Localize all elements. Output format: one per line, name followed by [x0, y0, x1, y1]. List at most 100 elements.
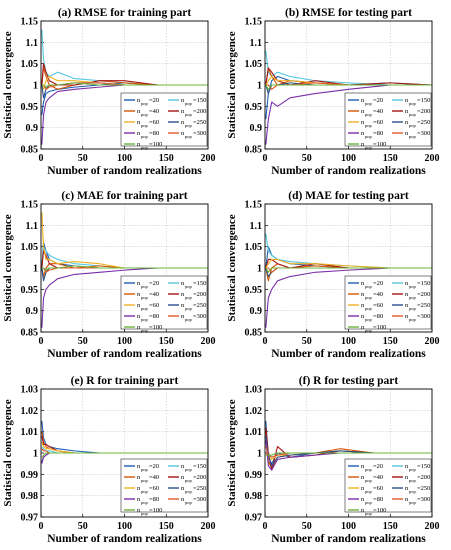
y-tick-label: 1.1: [250, 38, 263, 49]
axes-frame: [264, 203, 433, 333]
legend-symbol: n: [405, 130, 409, 137]
legend-subscript: pop: [141, 500, 149, 505]
legend-symbol: n: [137, 313, 141, 320]
y-tick-label: 0.97: [245, 513, 263, 524]
series-group: [265, 50, 432, 145]
legend-value: =60: [149, 302, 159, 309]
legend-value: =150: [193, 280, 206, 287]
x-tick-label: 200: [201, 336, 216, 347]
x-tick-label: 150: [383, 521, 398, 532]
legend-value: =150: [193, 97, 206, 104]
x-tick-label: 0: [39, 153, 44, 164]
legend-symbol: n: [361, 302, 365, 309]
legend-symbol: n: [405, 302, 409, 309]
legend-symbol: n: [181, 485, 185, 492]
legend-subscript: pop: [141, 295, 149, 300]
y-axis-label: Statistical convergence: [2, 214, 14, 321]
legend-subscript: pop: [409, 478, 417, 483]
legend-symbol: n: [361, 280, 365, 287]
chart-title: (d) MAE for testing part: [288, 190, 409, 202]
legend-symbol: n: [137, 302, 141, 309]
legend-value: =60: [373, 302, 383, 309]
series-line-n-pop-200: [41, 63, 208, 86]
x-axis-label: Number of random realizations: [47, 348, 202, 360]
x-tick-label: 150: [159, 336, 174, 347]
series-line-n-pop-250: [265, 435, 432, 467]
axes-frame: [40, 203, 209, 333]
legend-subscript: pop: [185, 123, 193, 128]
y-tick-label: 0.95: [245, 285, 263, 296]
x-tick-label: 150: [383, 153, 398, 164]
legend-symbol: n: [361, 324, 365, 331]
series-group: [41, 29, 208, 145]
y-tick-label: 0.9: [26, 123, 39, 134]
legend-subscript: pop: [185, 134, 193, 139]
legend-subscript: pop: [141, 284, 149, 289]
y-tick-label: 0.85: [21, 328, 39, 339]
axes-frame: [264, 20, 433, 150]
x-tick-label: 50: [302, 153, 312, 164]
legend-symbol: n: [361, 141, 365, 148]
x-axis-label: Number of random realizations: [271, 348, 426, 360]
y-tick-label: 1.03: [21, 385, 39, 396]
legend-symbol: n: [181, 291, 185, 298]
y-tick-label: 1: [33, 81, 38, 92]
legend-value: =250: [417, 485, 430, 492]
legend-value: =80: [149, 130, 159, 137]
x-tick-label: 0: [263, 336, 268, 347]
x-tick-label: 100: [117, 521, 132, 532]
y-tick-label: 1: [257, 81, 262, 92]
legend-value: =150: [193, 463, 206, 470]
legend-value: =250: [193, 485, 206, 492]
legend-symbol: n: [361, 119, 365, 126]
legend-value: =60: [373, 485, 383, 492]
y-tick-label: 0.95: [21, 102, 39, 113]
legend-subscript: pop: [185, 284, 193, 289]
legend-symbol: n: [405, 280, 409, 287]
x-axis-label: Number of random realizations: [271, 165, 426, 177]
legend-subscript: pop: [365, 284, 373, 289]
legend-subscript: pop: [409, 134, 417, 139]
legend-subscript: pop: [141, 317, 149, 322]
y-tick-label: 1: [257, 449, 262, 460]
legend-box: [344, 458, 432, 513]
legend-subscript: pop: [141, 112, 149, 117]
x-tick-label: 100: [341, 336, 356, 347]
x-tick-label: 200: [425, 521, 440, 532]
legend-symbol: n: [137, 324, 141, 331]
legend-value: =300: [193, 313, 206, 320]
legend-value: =300: [417, 313, 430, 320]
legend-symbol: n: [137, 130, 141, 137]
legend-subscript: pop: [409, 467, 417, 472]
legend-symbol: n: [137, 141, 141, 148]
legend-box: [120, 92, 208, 147]
legend-symbol: n: [361, 507, 365, 514]
legend-symbol: n: [137, 119, 141, 126]
x-tick-label: 100: [117, 153, 132, 164]
legend-subscript: pop: [141, 511, 149, 516]
x-tick-label: 200: [201, 153, 216, 164]
y-tick-label: 1: [257, 264, 262, 275]
series-line-n-pop-40: [41, 67, 208, 90]
legend-symbol: n: [181, 302, 185, 309]
y-tick-label: 0.98: [21, 491, 39, 502]
legend-symbol: n: [137, 485, 141, 492]
legend-symbol: n: [361, 97, 365, 104]
legend-symbol: n: [181, 463, 185, 470]
y-tick-label: 1.1: [250, 221, 263, 232]
legend-subscript: pop: [185, 500, 193, 505]
y-tick-label: 0.99: [21, 470, 39, 481]
legend-subscript: pop: [409, 306, 417, 311]
series-line-n-pop-100: [265, 267, 432, 273]
y-axis-label: Statistical convergence: [226, 31, 238, 138]
legend-value: =80: [149, 313, 159, 320]
legend-subscript: pop: [365, 478, 373, 483]
y-axis-label: Statistical convergence: [226, 399, 238, 506]
legend-subscript: pop: [185, 489, 193, 494]
legend-value: =60: [373, 119, 383, 126]
legend-subscript: pop: [365, 500, 373, 505]
legend-symbol: n: [137, 291, 141, 298]
legend-symbol: n: [361, 130, 365, 137]
legend-value: =20: [149, 97, 159, 104]
legend-value: =200: [193, 291, 206, 298]
